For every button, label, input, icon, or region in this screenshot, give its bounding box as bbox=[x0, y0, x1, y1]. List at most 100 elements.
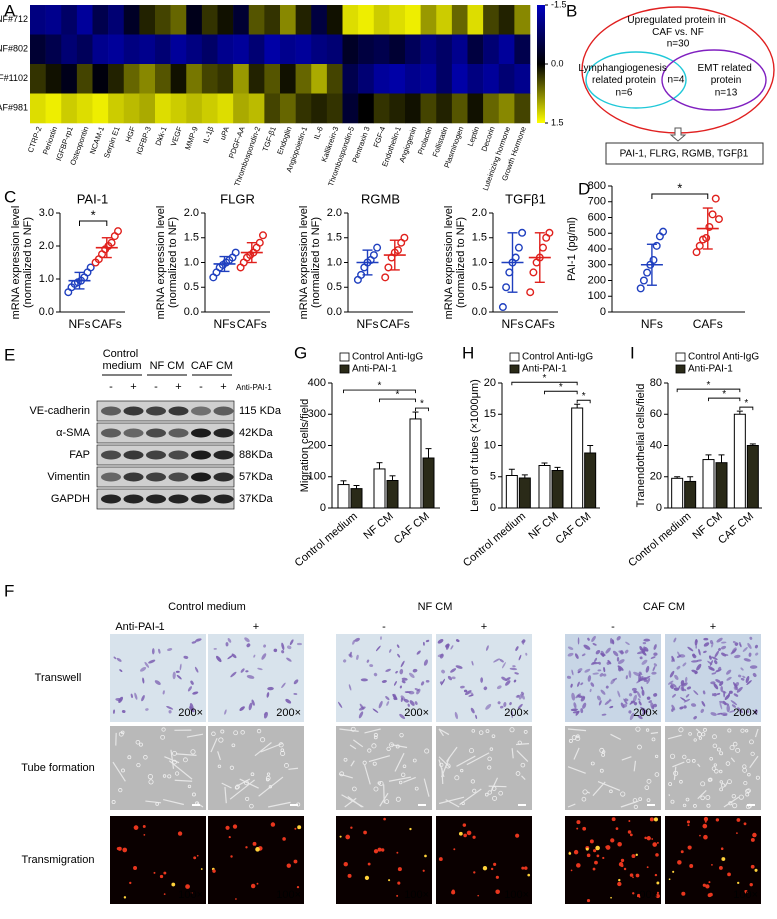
lane-group-label: Control medium bbox=[102, 348, 141, 372]
cell bbox=[505, 680, 511, 686]
panel-label: E bbox=[4, 345, 15, 364]
heatmap-cell bbox=[233, 93, 250, 124]
cell bbox=[499, 658, 504, 663]
tube bbox=[145, 800, 162, 804]
cell bbox=[651, 838, 654, 840]
heatmap-cell bbox=[248, 64, 265, 94]
cell bbox=[153, 871, 156, 874]
cell bbox=[716, 712, 723, 715]
cell bbox=[389, 742, 394, 748]
y-axis-label: mRNA expression level bbox=[10, 206, 22, 320]
cell bbox=[677, 651, 681, 657]
cell bbox=[725, 761, 731, 766]
cell bbox=[705, 884, 710, 889]
cell bbox=[628, 710, 632, 714]
cell bbox=[692, 654, 697, 659]
cell bbox=[401, 772, 406, 777]
cell bbox=[371, 743, 377, 749]
heatmap-cell bbox=[358, 64, 375, 94]
cell bbox=[256, 882, 259, 885]
cell bbox=[386, 701, 390, 706]
cell bbox=[670, 799, 675, 804]
cell bbox=[373, 732, 378, 738]
venn-right bbox=[661, 49, 767, 111]
tube bbox=[186, 733, 204, 738]
cell bbox=[468, 694, 474, 697]
data-point bbox=[708, 210, 717, 219]
panel-label: C bbox=[4, 187, 16, 206]
y-tick-label: 80 bbox=[650, 377, 662, 389]
cell bbox=[589, 839, 594, 844]
y-tick-label: 700 bbox=[588, 196, 606, 208]
cell bbox=[263, 711, 268, 719]
heatmap-cell bbox=[108, 93, 125, 124]
cell bbox=[747, 772, 751, 777]
cell bbox=[719, 780, 723, 784]
cell bbox=[471, 729, 476, 733]
cell bbox=[573, 702, 577, 709]
cell bbox=[720, 783, 726, 788]
y-tick-label: 0 bbox=[600, 306, 606, 318]
cell bbox=[632, 694, 637, 703]
column-label: Dkk-1 bbox=[153, 125, 168, 146]
cell bbox=[678, 727, 684, 733]
treatment-sign: - bbox=[109, 381, 113, 393]
cell bbox=[668, 680, 674, 685]
data-point bbox=[545, 228, 554, 237]
significance-bracket bbox=[511, 381, 578, 386]
cell bbox=[628, 693, 633, 697]
cell bbox=[674, 674, 679, 680]
blot-band bbox=[191, 406, 211, 416]
tube bbox=[438, 759, 445, 778]
heatmap-cell bbox=[498, 93, 515, 124]
bar bbox=[584, 452, 597, 509]
cell bbox=[356, 654, 359, 660]
cell bbox=[462, 823, 467, 827]
cell bbox=[570, 869, 573, 872]
cell bbox=[116, 847, 120, 851]
cell bbox=[501, 662, 506, 669]
cell bbox=[586, 853, 591, 858]
cell bbox=[493, 658, 500, 663]
y-tick-label: 20 bbox=[484, 377, 496, 389]
blot-band bbox=[168, 472, 189, 482]
magnification-label: 200× bbox=[178, 707, 203, 719]
significance-star: * bbox=[722, 389, 726, 400]
venn-count: n=4 bbox=[668, 75, 685, 86]
heatmap-cell bbox=[373, 34, 390, 65]
data-point bbox=[702, 233, 711, 242]
cell bbox=[129, 881, 132, 885]
cell bbox=[265, 775, 271, 781]
y-tick-label: 0.0 bbox=[472, 306, 487, 318]
cell bbox=[729, 745, 735, 751]
cell bbox=[350, 726, 356, 732]
venn-label: Lymphangiogenesis related protein bbox=[578, 63, 669, 86]
cell bbox=[720, 645, 727, 650]
cell bbox=[398, 780, 403, 785]
cell bbox=[611, 817, 616, 822]
cell bbox=[293, 693, 298, 695]
cell bbox=[709, 660, 714, 666]
heatmap-cell bbox=[405, 93, 421, 124]
cell bbox=[378, 780, 384, 787]
significance-star: * bbox=[559, 382, 563, 393]
legend-swatch bbox=[509, 364, 520, 374]
cell bbox=[577, 670, 581, 674]
cell bbox=[281, 642, 285, 651]
heatmap-cell bbox=[186, 5, 203, 35]
y-tick-label: 0.5 bbox=[184, 281, 199, 293]
cell bbox=[347, 873, 352, 878]
cell bbox=[252, 841, 257, 846]
y-tick-label: 0 bbox=[656, 502, 662, 514]
venn-left bbox=[585, 51, 687, 109]
size-label: 115 KDa bbox=[239, 405, 282, 417]
cell bbox=[246, 675, 255, 679]
heatmap-cell bbox=[123, 34, 140, 65]
cell bbox=[638, 671, 642, 675]
tube bbox=[364, 728, 381, 734]
cell bbox=[396, 644, 400, 648]
cell bbox=[268, 785, 272, 789]
blot-band bbox=[213, 472, 234, 482]
cell bbox=[495, 875, 499, 879]
cell bbox=[693, 738, 697, 742]
